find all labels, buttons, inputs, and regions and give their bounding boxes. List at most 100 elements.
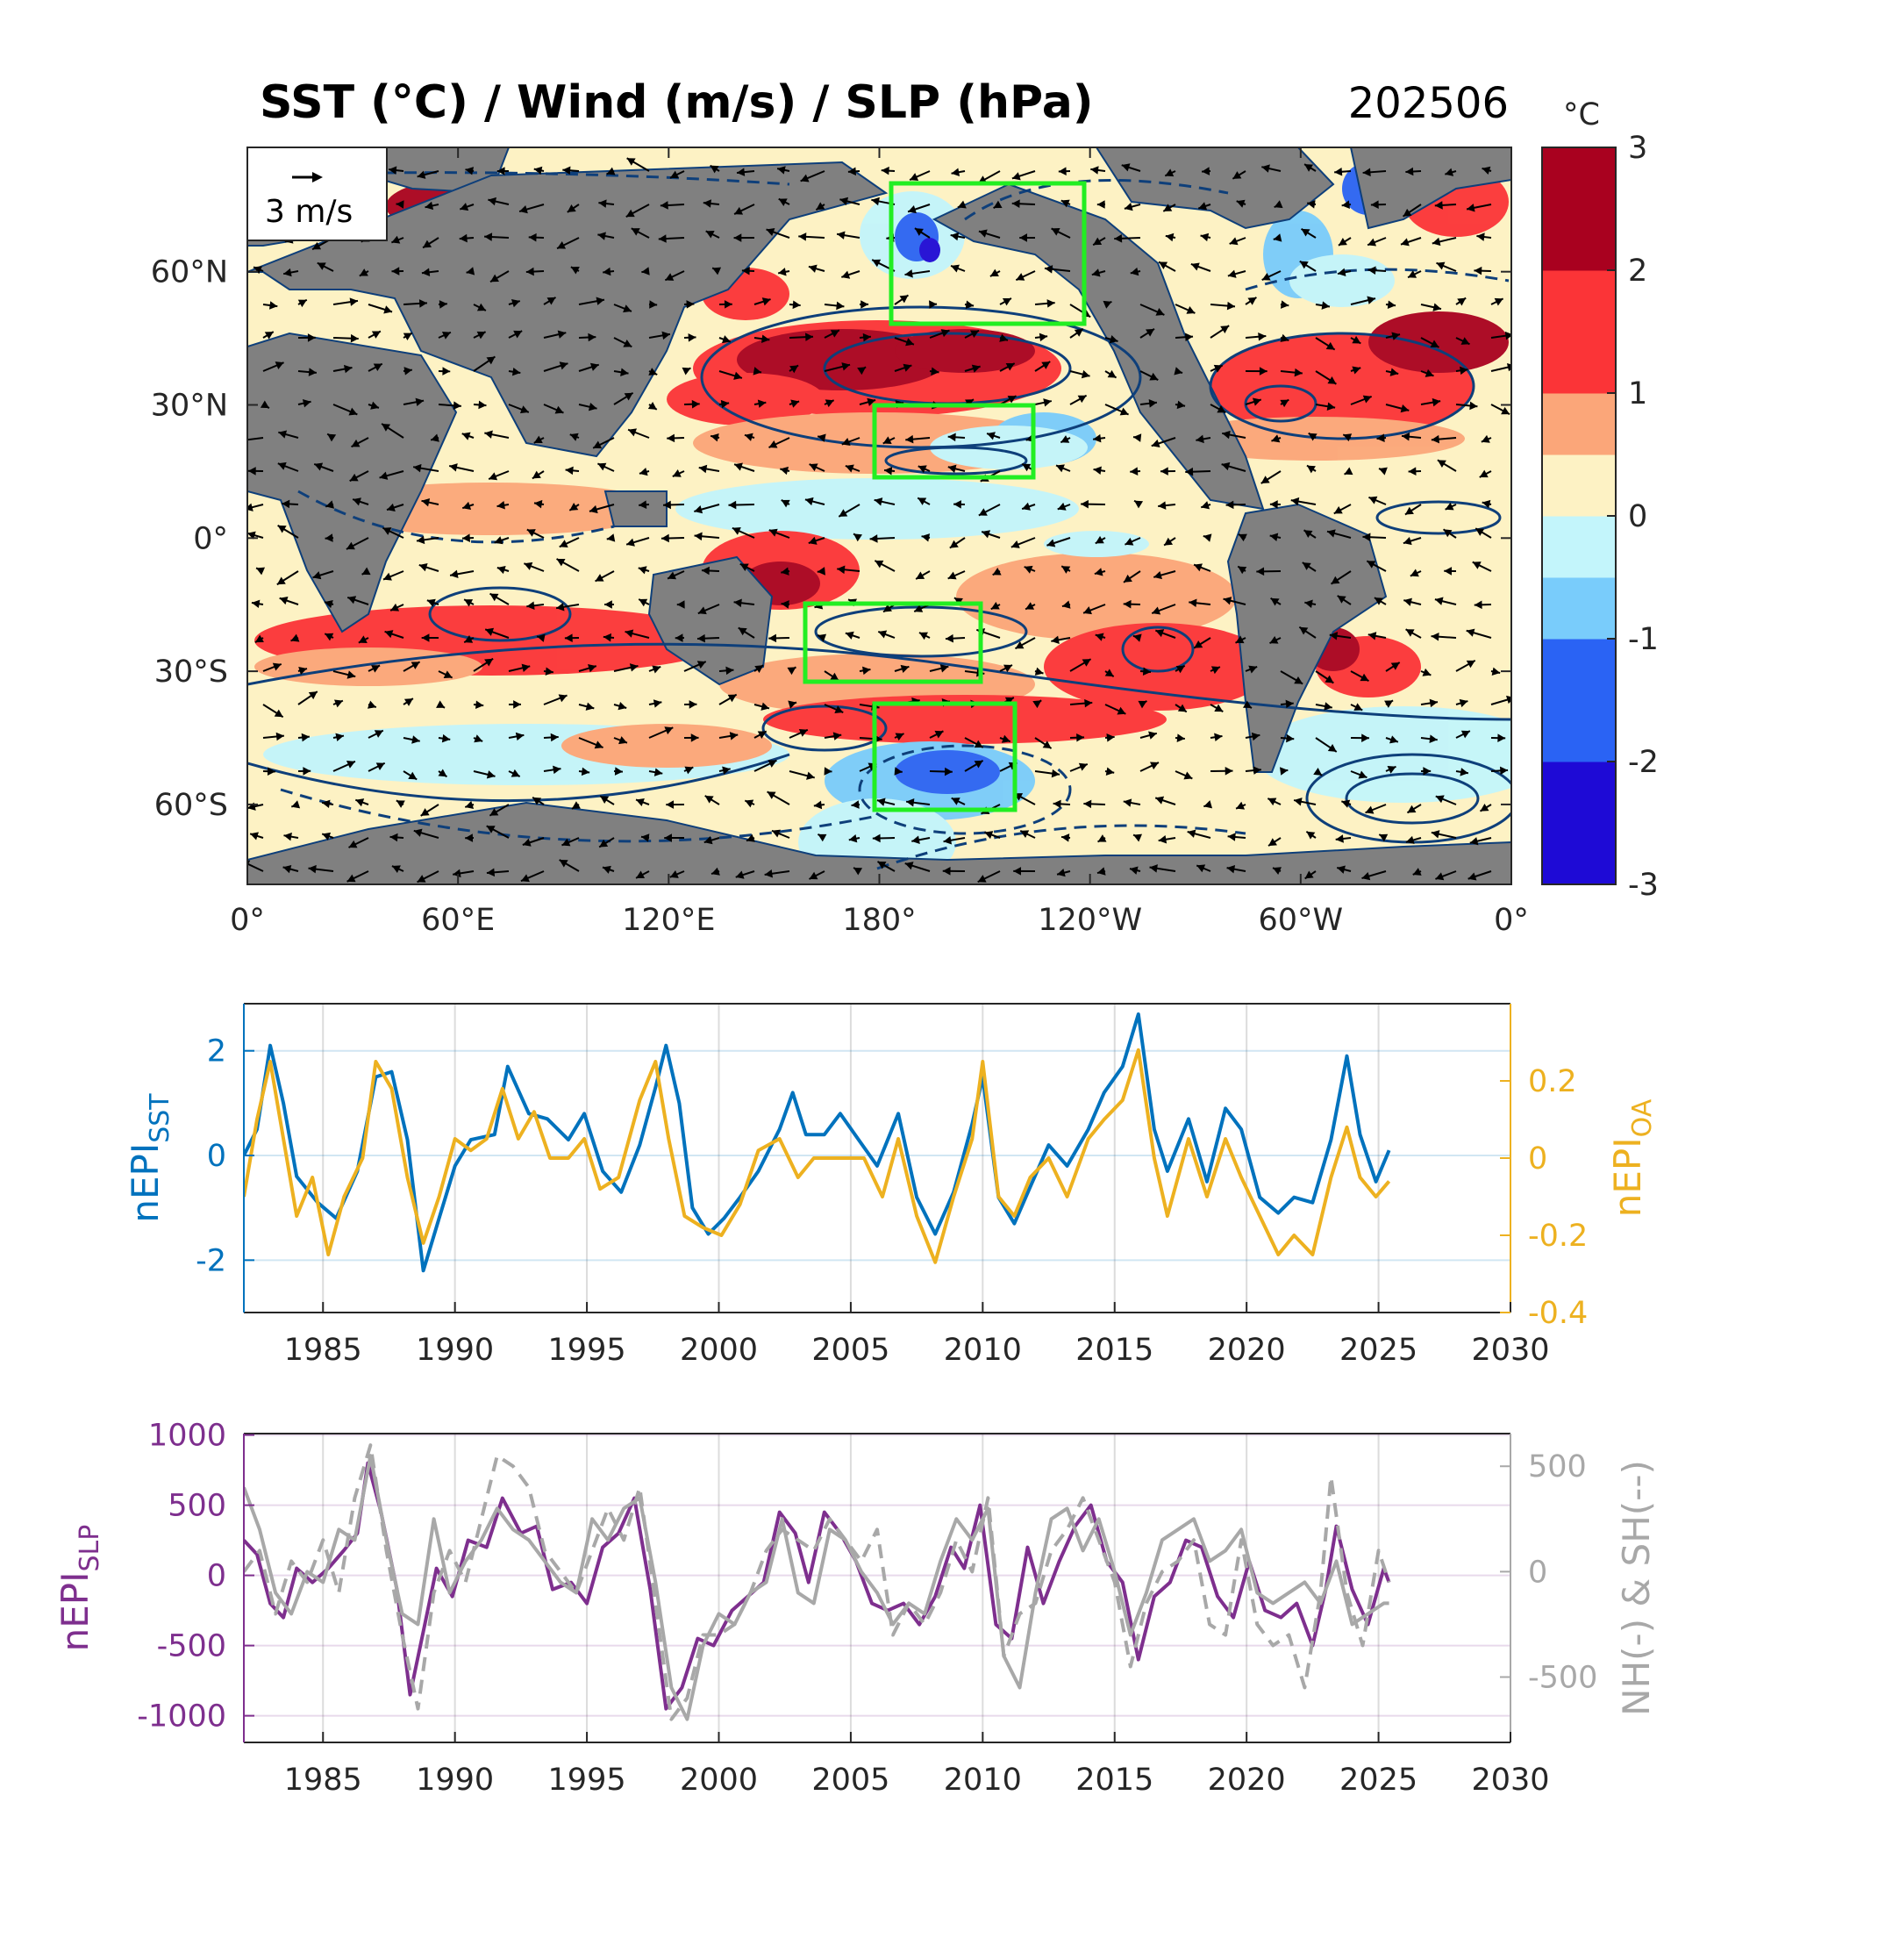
wind-vector-head xyxy=(1229,237,1239,246)
wind-vector-head xyxy=(1304,870,1314,879)
wind-vector-head xyxy=(351,439,361,447)
wind-vector-head xyxy=(1467,872,1477,881)
wind-vector-head xyxy=(733,233,742,242)
epi-slp-chart: 1985 1990 1995 2000 2005 2010 2015 2020 2025 2030… xyxy=(54,1419,1658,1798)
wind-vector-head xyxy=(423,240,432,248)
wind-vector-head xyxy=(597,232,606,240)
x-tick-label: 2000 xyxy=(680,1763,758,1798)
wind-vector-head xyxy=(484,232,493,241)
wind-vector-head xyxy=(664,726,674,735)
wind-vector-head xyxy=(1480,803,1489,812)
wind-vector-head xyxy=(905,338,914,347)
colorbar-unit: °C xyxy=(1563,97,1600,132)
wind-vector-head xyxy=(312,241,322,250)
wind-vector-head xyxy=(532,797,542,805)
right-tick-label: 0.2 xyxy=(1528,1064,1577,1099)
wind-vector-head xyxy=(1084,698,1093,708)
map-title: SST (°C) / Wind (m/s) / SLP (hPa) xyxy=(260,76,1094,129)
wind-vector-head xyxy=(1196,434,1204,444)
wind-vector-head xyxy=(1022,463,1032,472)
wind-vector-head xyxy=(798,232,807,241)
wind-vector-head xyxy=(348,407,358,416)
wind-vector-head xyxy=(1374,597,1383,605)
wind-vector-head xyxy=(1422,668,1432,676)
wind-vector-head xyxy=(1164,537,1174,546)
wind-vector-head xyxy=(418,563,428,572)
wind-vector-head xyxy=(1432,303,1442,311)
wind-vector-head xyxy=(598,199,607,208)
wind-vector-head xyxy=(278,430,288,439)
colorbar-tick-label: 1 xyxy=(1628,376,1647,411)
wind-vector-head xyxy=(1090,166,1099,175)
wind-vector-head xyxy=(1032,700,1042,709)
wind-vector-head xyxy=(1387,766,1396,774)
wind-vector-head xyxy=(1401,432,1410,441)
wind-vector-head xyxy=(1274,200,1283,209)
x-tick-label: 1995 xyxy=(548,1763,626,1798)
wind-vector-head xyxy=(1445,502,1454,511)
wind-vector-head xyxy=(1474,600,1482,610)
wind-vector-head xyxy=(396,800,405,808)
wind-vector-head xyxy=(1003,664,1012,673)
wind-vector-head xyxy=(367,700,376,709)
wind-vector-head xyxy=(1226,864,1236,874)
wind-vector-head xyxy=(1130,467,1139,476)
wind-vector-head xyxy=(625,629,634,638)
wind-vector-head xyxy=(1024,565,1033,574)
wind-vector-head xyxy=(788,700,797,709)
wind-vector-head xyxy=(1494,297,1503,306)
wind-vector-head xyxy=(1269,533,1279,541)
wind-vector-head xyxy=(818,633,827,642)
wind-vector-head xyxy=(754,665,764,674)
x-tick-label: 2020 xyxy=(1208,1333,1286,1368)
wind-vector-head xyxy=(346,670,356,679)
x-tick-label: 1990 xyxy=(416,1763,494,1798)
wind-vector-head xyxy=(308,368,317,376)
wind-vector-head xyxy=(594,740,603,749)
wind-vector-head xyxy=(346,874,356,883)
wind-vector-head xyxy=(641,267,650,275)
wind-vector-head xyxy=(1308,433,1317,441)
wind-vector-head xyxy=(875,560,884,569)
colorbar-bin xyxy=(1542,393,1616,455)
x-tick-label: 2025 xyxy=(1339,1333,1417,1368)
wind-vector-head xyxy=(918,497,927,505)
wind-vector-head xyxy=(1307,200,1316,209)
wind-vector-head xyxy=(1015,640,1025,649)
wind-vector-head xyxy=(1013,867,1022,876)
wind-vector-head xyxy=(1146,328,1154,337)
wind-vector-head xyxy=(335,733,344,742)
wind-vector-head xyxy=(696,633,705,643)
right-tick-label: 500 xyxy=(1528,1449,1587,1484)
x-tick-label: 1985 xyxy=(284,1333,362,1368)
wind-vector-head xyxy=(322,799,331,809)
series-group xyxy=(244,1012,1391,1273)
wind-vector-head xyxy=(546,297,556,305)
wind-vector-head xyxy=(1203,533,1212,542)
wind-vector-head xyxy=(800,174,810,182)
wind-vector-head xyxy=(462,501,472,511)
wind-vector-head xyxy=(1299,261,1309,269)
wind-vector-head xyxy=(1469,401,1478,411)
wind-vector-head xyxy=(1391,332,1401,340)
wind-vector-head xyxy=(1268,838,1277,847)
wind-vector-head xyxy=(1270,597,1280,606)
wind-vector-head xyxy=(1057,868,1066,877)
left-tick-label: 1000 xyxy=(148,1419,226,1454)
wind-vector-head xyxy=(647,401,657,410)
wind-vector-head xyxy=(1039,333,1048,342)
wind-vector-head xyxy=(247,441,248,445)
wind-vector-head xyxy=(722,766,731,775)
wind-vector-head xyxy=(585,702,595,711)
wind-vector-head xyxy=(768,440,778,448)
wind-vector-head xyxy=(832,732,842,740)
wind-vector-head xyxy=(808,536,818,545)
wind-vector-head xyxy=(384,630,394,639)
colorbar-tick-label: -2 xyxy=(1628,745,1659,780)
wind-vector-head xyxy=(1334,167,1343,176)
wind-vector-head xyxy=(781,567,789,576)
wind-vector-head xyxy=(522,838,532,847)
wind-vector-head xyxy=(464,635,474,643)
wind-key-box xyxy=(246,147,388,241)
